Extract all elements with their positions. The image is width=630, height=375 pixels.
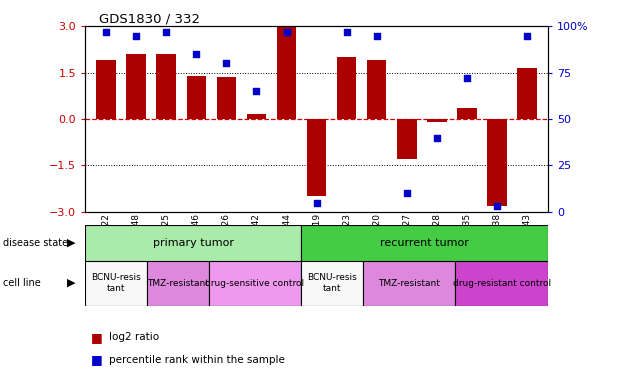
Text: ■: ■	[91, 331, 103, 344]
Point	[161, 29, 171, 35]
Point	[101, 29, 111, 35]
Point	[131, 33, 141, 39]
Bar	[186, 76, 206, 119]
Text: BCNU-resis
tant: BCNU-resis tant	[307, 273, 357, 293]
Bar	[217, 77, 236, 119]
Bar	[247, 114, 266, 119]
Bar	[301, 261, 363, 306]
Point	[372, 33, 382, 39]
Point	[432, 135, 442, 141]
Text: TMZ-resistant: TMZ-resistant	[147, 279, 209, 288]
Bar	[427, 119, 447, 122]
Point	[462, 75, 472, 81]
Point	[522, 33, 532, 39]
Text: ■: ■	[91, 354, 103, 366]
Bar	[301, 225, 548, 261]
Point	[492, 203, 502, 209]
Point	[251, 88, 261, 94]
Bar	[96, 60, 116, 119]
Bar	[397, 119, 416, 159]
Point	[341, 29, 352, 35]
Text: drug-sensitive control: drug-sensitive control	[205, 279, 304, 288]
Bar	[457, 108, 477, 119]
Text: log2 ratio: log2 ratio	[109, 333, 159, 342]
Text: ▶: ▶	[67, 238, 76, 248]
Bar	[307, 119, 326, 196]
Text: drug-resistant control: drug-resistant control	[453, 279, 551, 288]
Point	[192, 51, 202, 57]
Text: recurrent tumor: recurrent tumor	[380, 238, 469, 248]
Text: GDS1830 / 332: GDS1830 / 332	[99, 12, 200, 25]
Text: ▶: ▶	[67, 278, 76, 288]
Bar	[363, 261, 455, 306]
Text: percentile rank within the sample: percentile rank within the sample	[109, 355, 285, 365]
Point	[221, 60, 231, 66]
Bar	[127, 54, 146, 119]
Point	[282, 29, 292, 35]
Bar	[487, 119, 507, 206]
Bar	[147, 261, 209, 306]
Bar	[455, 261, 548, 306]
Text: cell line: cell line	[3, 278, 41, 288]
Text: TMZ-resistant: TMZ-resistant	[378, 279, 440, 288]
Bar	[85, 261, 147, 306]
Text: disease state: disease state	[3, 238, 68, 248]
Bar	[367, 60, 386, 119]
Bar	[517, 68, 537, 119]
Point	[402, 190, 412, 196]
Text: BCNU-resis
tant: BCNU-resis tant	[91, 273, 140, 293]
Text: primary tumor: primary tumor	[152, 238, 234, 248]
Bar	[156, 54, 176, 119]
Bar	[209, 261, 301, 306]
Bar	[85, 225, 301, 261]
Bar	[277, 26, 296, 119]
Bar	[337, 57, 357, 119]
Point	[312, 200, 322, 206]
